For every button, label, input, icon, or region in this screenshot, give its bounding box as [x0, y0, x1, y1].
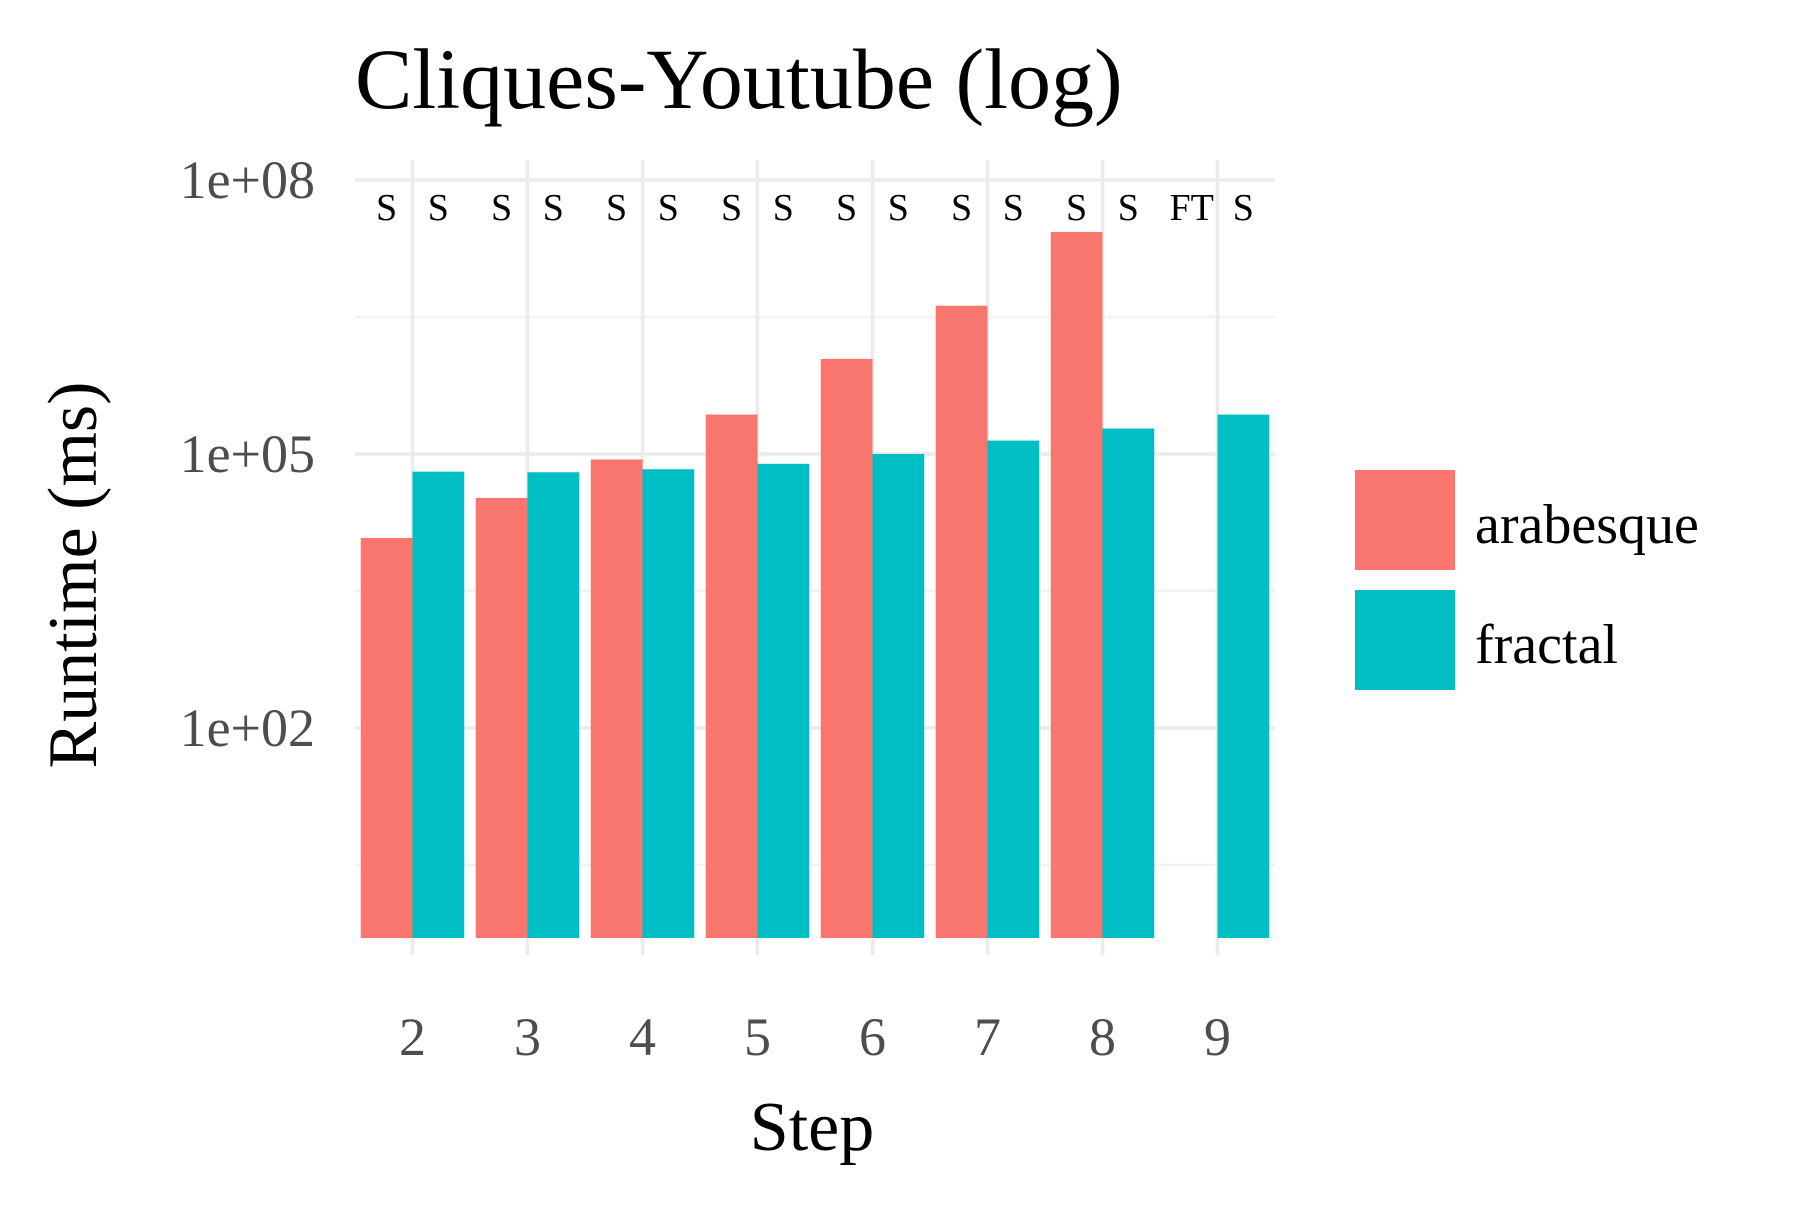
chart-title: Cliques-Youtube (log): [355, 31, 1123, 127]
bar-fractal-step-2: [412, 471, 465, 938]
bar-fractal-step-9: [1217, 414, 1270, 938]
y-tick-label: 1e+08: [180, 150, 315, 210]
bar-arabesque-step-3: [475, 497, 528, 938]
bar-layer: [360, 231, 1270, 939]
status-label-arabesque-step-2: S: [376, 187, 397, 229]
bar-fractal-step-5: [757, 463, 810, 938]
x-tick-label: 8: [1089, 1007, 1116, 1067]
x-tick-label: 5: [744, 1007, 771, 1067]
legend-label-arabesque: arabesque: [1475, 494, 1699, 556]
x-tick-label: 6: [859, 1007, 886, 1067]
legend-swatch-arabesque: [1355, 470, 1455, 570]
x-tick-label: 7: [974, 1007, 1001, 1067]
status-label-arabesque-step-5: S: [721, 187, 742, 229]
y-tick-label: 1e+05: [180, 424, 315, 484]
bar-fractal-step-3: [527, 472, 580, 938]
status-label-fractal-step-7: S: [1003, 187, 1024, 229]
y-tick-label: 1e+02: [180, 698, 315, 758]
bar-arabesque-step-5: [705, 414, 758, 938]
status-label-fractal-step-5: S: [773, 187, 794, 229]
status-label-layer: S S S S S S S FTS S S S S S S S: [376, 187, 1254, 229]
tick-label-layer: 1e+02 1e+05 1e+08 2 3 4 5 6 7 8 9: [180, 150, 1231, 1067]
status-label-arabesque-step-3: S: [491, 187, 512, 229]
x-axis-title: Step: [750, 1089, 874, 1166]
bar-fractal-step-6: [872, 453, 925, 938]
status-label-arabesque-step-4: S: [606, 187, 627, 229]
bar-arabesque-step-2: [360, 538, 413, 938]
x-tick-label: 4: [629, 1007, 656, 1067]
status-label-arabesque-step-8: S: [1066, 187, 1087, 229]
x-tick-label: 3: [514, 1007, 541, 1067]
bar-fractal-step-7: [987, 440, 1040, 938]
legend-swatch-fractal: [1355, 590, 1455, 690]
bar-arabesque-step-7: [935, 305, 988, 939]
x-tick-label: 9: [1204, 1007, 1231, 1067]
status-label-fractal-step-4: S: [658, 187, 679, 229]
status-label-fractal-step-3: S: [543, 187, 564, 229]
legend: arabesque fractal: [1355, 470, 1699, 690]
status-label-arabesque-step-7: S: [951, 187, 972, 229]
x-tick-label: 2: [399, 1007, 426, 1067]
bar-arabesque-step-4: [590, 459, 643, 938]
bar-arabesque-step-8: [1050, 231, 1103, 938]
y-axis-title: Runtime (ms): [35, 382, 112, 769]
status-label-arabesque-step-6: S: [836, 187, 857, 229]
bar-arabesque-step-6: [820, 358, 873, 938]
bar-fractal-step-8: [1102, 428, 1155, 938]
status-label-fractal-step-6: S: [888, 187, 909, 229]
status-label-fractal-step-8: S: [1118, 187, 1139, 229]
bar-fractal-step-4: [642, 469, 695, 938]
status-label-arabesque-step-9: FT: [1169, 187, 1213, 229]
status-label-fractal-step-2: S: [428, 187, 449, 229]
legend-label-fractal: fractal: [1475, 614, 1618, 676]
status-label-fractal-step-9: S: [1233, 187, 1254, 229]
